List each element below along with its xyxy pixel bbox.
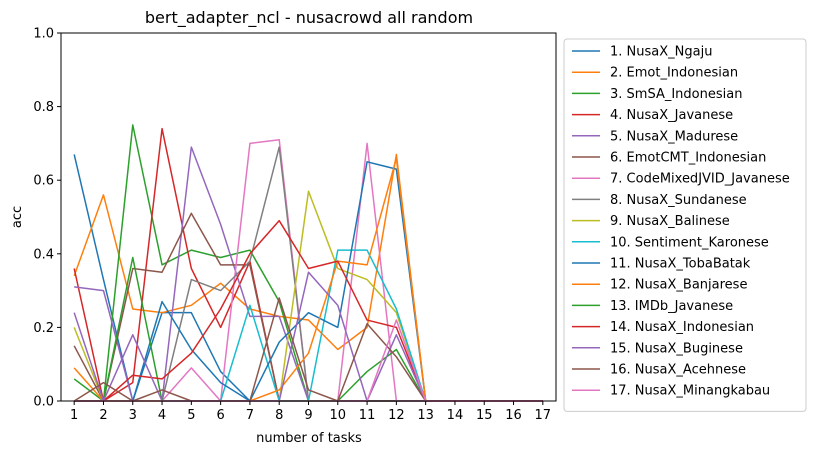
legend-label: 8. NusaX_Sundanese xyxy=(610,193,747,208)
y-tick-label: 0.8 xyxy=(33,100,54,115)
series-line-15 xyxy=(73,271,543,402)
y-tick-label: 0.6 xyxy=(33,174,54,189)
legend-label: 15. NusaX_Buginese xyxy=(610,341,743,356)
legend-label: 7. CodeMixedJVID_Javanese xyxy=(610,172,790,187)
legend-label: 9. NusaX_Balinese xyxy=(610,214,730,229)
x-tick-label: 13 xyxy=(417,408,434,423)
x-tick-label: 5 xyxy=(187,408,195,423)
x-axis-ticks: 1 2 3 4 5 6 7 8 9 10 11 12 13 14 15 16 17 xyxy=(70,401,551,423)
legend-label: 11. NusaX_TobaBatak xyxy=(610,257,751,272)
x-tick-label: 8 xyxy=(275,408,283,423)
legend-label: 14. NusaX_Indonesian xyxy=(610,320,754,335)
legend-label: 4. NusaX_Javanese xyxy=(610,108,733,123)
x-tick-label: 17 xyxy=(535,408,552,423)
x-tick-label: 10 xyxy=(330,408,347,423)
y-axis-ticks: 0.0 0.2 0.4 0.6 0.8 1.0 xyxy=(33,27,61,410)
plot-frame xyxy=(60,32,557,402)
legend-label: 6. EmotCMT_Indonesian xyxy=(610,151,766,166)
plot-lines xyxy=(73,124,543,402)
y-axis-label: acc xyxy=(10,206,25,228)
x-tick-label: 1 xyxy=(70,408,78,423)
legend-label: 5. NusaX_Madurese xyxy=(610,129,738,144)
legend-label: 12. NusaX_Banjarese xyxy=(610,278,747,293)
y-tick-label: 0.4 xyxy=(33,247,54,262)
series-line-6 xyxy=(73,212,543,402)
x-tick-label: 15 xyxy=(476,408,493,423)
y-tick-label: 0.2 xyxy=(33,321,54,336)
x-tick-label: 9 xyxy=(304,408,312,423)
x-tick-label: 2 xyxy=(99,408,107,423)
legend: 1. NusaX_Ngaju 2. Emot_Indonesian 3. SmSA_… xyxy=(563,38,807,412)
legend-label: 16. NusaX_Acehnese xyxy=(610,363,746,378)
legend-label: 3. SmSA_Indonesian xyxy=(610,87,742,102)
chart-title: bert_adapter_ncl - nusacrowd all random xyxy=(145,8,473,28)
y-tick-label: 1.0 xyxy=(33,27,54,42)
series-line-9 xyxy=(73,190,543,402)
x-tick-label: 6 xyxy=(216,408,224,423)
legend-label: 1. NusaX_Ngaju xyxy=(610,45,712,60)
legend-label: 2. Emot_Indonesian xyxy=(610,66,738,81)
x-axis-label: number of tasks xyxy=(256,431,362,446)
legend-label: 17. NusaX_Minangkabau xyxy=(610,384,770,399)
legend-label: 13. IMDb_Javanese xyxy=(610,299,733,314)
legend-label: 10. Sentiment_Karonese xyxy=(610,235,769,250)
x-tick-label: 11 xyxy=(359,408,376,423)
y-tick-label: 0.0 xyxy=(33,395,54,410)
x-tick-label: 7 xyxy=(246,408,254,423)
x-tick-label: 3 xyxy=(129,408,137,423)
legend-box xyxy=(563,38,807,412)
x-tick-label: 16 xyxy=(505,408,522,423)
x-tick-label: 12 xyxy=(388,408,405,423)
x-tick-label: 4 xyxy=(158,408,166,423)
x-tick-label: 14 xyxy=(447,408,464,423)
